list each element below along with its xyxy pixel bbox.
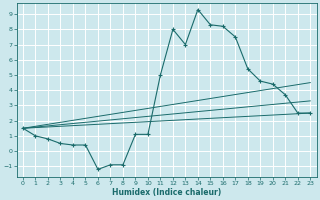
X-axis label: Humidex (Indice chaleur): Humidex (Indice chaleur) — [112, 188, 221, 197]
